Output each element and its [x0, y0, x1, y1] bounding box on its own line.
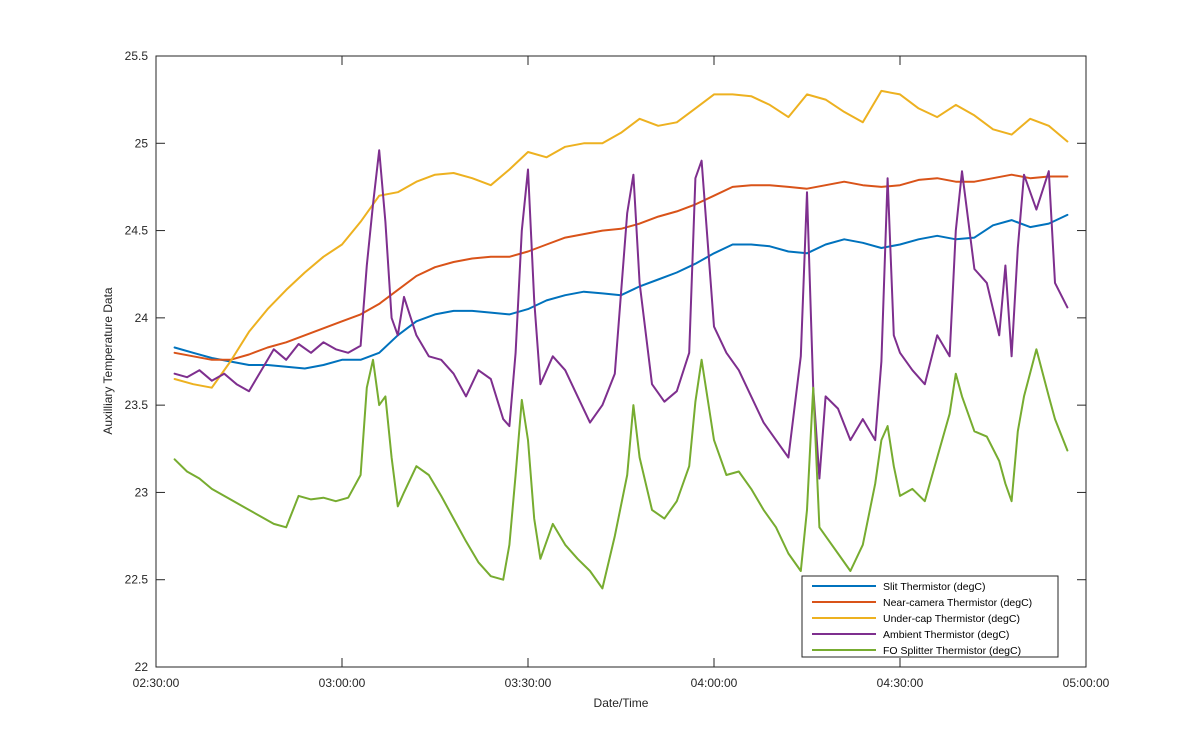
plot-background [156, 56, 1086, 667]
legend-label: Under-cap Thermistor (degC) [883, 613, 1020, 625]
x-axis-label: Date/Time [594, 696, 649, 710]
y-tick-label: 23 [135, 485, 149, 499]
legend-label: Ambient Thermistor (degC) [883, 629, 1009, 641]
series-line-3 [173, 89, 1069, 389]
x-tick-label: 03:30:00 [505, 676, 552, 690]
legend-box [801, 575, 1059, 658]
series-layer [173, 89, 1069, 590]
x-axis: 02:30:00 03:00:00 03:30:00 04:00:00 04:30:00… [133, 56, 1110, 690]
y-tick-label: 23.5 [125, 398, 149, 412]
y-tick-label: 25.5 [125, 49, 149, 63]
x-tick-label: 04:30:00 [877, 676, 924, 690]
y-tick-label: 24 [135, 311, 149, 325]
legend-label: Slit Thermistor (degC) [883, 581, 986, 593]
series-line-2 [173, 173, 1069, 361]
plot-frame [155, 55, 1087, 668]
legend-label: Near-camera Thermistor (degC) [883, 597, 1032, 609]
x-tick-label: 05:00:00 [1063, 676, 1110, 690]
y-axis: 22 22.5 23 23.5 24 24.5 25 25.5 [125, 49, 1086, 674]
y-tick-label: 25 [135, 136, 149, 150]
y-tick-label: 22.5 [125, 573, 149, 587]
legend-label: FO Splitter Thermistor (degC) [883, 645, 1021, 657]
series-line-4 [173, 149, 1069, 480]
x-tick-label: 03:00:00 [319, 676, 366, 690]
x-tick-label: 02:30:00 [133, 676, 180, 690]
series-line-5 [173, 348, 1069, 590]
y-axis-label: Auxilliary Temperature Data [101, 287, 115, 435]
legend: Slit Thermistor (degC) Near-camera Thermi… [801, 575, 1059, 658]
y-tick-label: 22 [135, 660, 149, 674]
y-tick-label: 24.5 [125, 224, 149, 238]
x-tick-label: 04:00:00 [691, 676, 738, 690]
